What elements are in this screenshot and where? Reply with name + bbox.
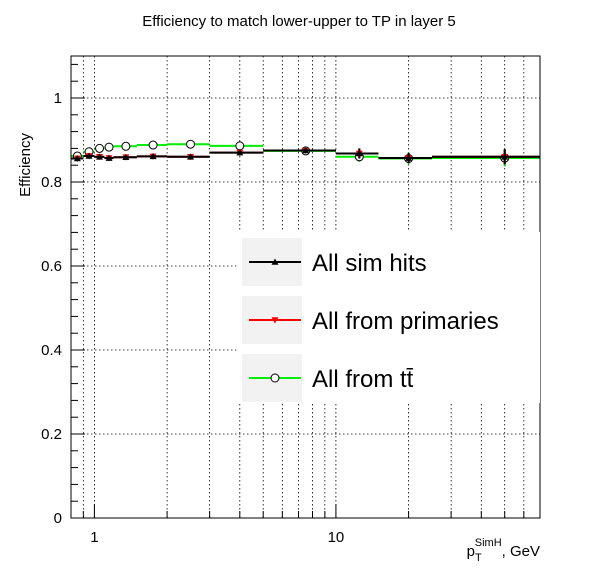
y-tick-label: 0.4 (41, 342, 62, 359)
data-point (236, 149, 244, 156)
y-tick-label: 0.8 (41, 174, 62, 191)
data-point (105, 154, 113, 161)
legend-swatch-marker (271, 258, 279, 265)
y-tick-label: 0 (54, 510, 62, 527)
axis-ticks (71, 63, 525, 519)
legend: All sim hits All from primaries All from t… (237, 232, 540, 403)
x-axis-label-sup: SimH (475, 537, 502, 549)
data-point (405, 154, 413, 161)
x-axis-label: pT SimH, GeV (467, 537, 540, 564)
legend-label: All sim hits (312, 250, 427, 277)
data-point (85, 152, 93, 159)
series-layer (71, 139, 540, 167)
data-point (121, 141, 131, 151)
x-tick-label: 1 (90, 529, 98, 546)
x-axis-label-main: p (467, 543, 475, 560)
data-point (73, 154, 81, 162)
data-point (355, 149, 363, 157)
data-point (104, 142, 114, 152)
data-point (235, 141, 245, 151)
y-tick-label: 0.2 (41, 426, 62, 443)
data-point (149, 152, 157, 160)
data-point (501, 153, 509, 160)
grid (71, 56, 540, 518)
y-tick-label: 1 (54, 90, 62, 107)
data-point (122, 153, 130, 161)
x-axis-label-suffix: , GeV (502, 543, 540, 560)
data-point (96, 153, 104, 160)
data-point (95, 143, 105, 153)
data-point (302, 147, 310, 154)
y-tick-label: 0.6 (41, 258, 62, 275)
legend-swatch-marker (271, 317, 279, 324)
tick-labels: 0 0.2 0.4 0.6 0.8 1 1 10 (41, 90, 344, 546)
x-axis-label-sub: T (475, 552, 482, 564)
legend-label: All from tt̄ (312, 366, 414, 393)
data-point (186, 139, 196, 149)
data-point (148, 140, 158, 150)
x-tick-label: 10 (328, 529, 345, 546)
data-point (187, 153, 195, 160)
legend-label: All from primaries (312, 308, 499, 335)
legend-swatch-marker (270, 373, 280, 383)
chart-title: Efficiency to match lower-upper to TP in… (142, 13, 455, 30)
y-axis-label: Efficiency (17, 133, 34, 197)
series-0 (71, 147, 540, 165)
